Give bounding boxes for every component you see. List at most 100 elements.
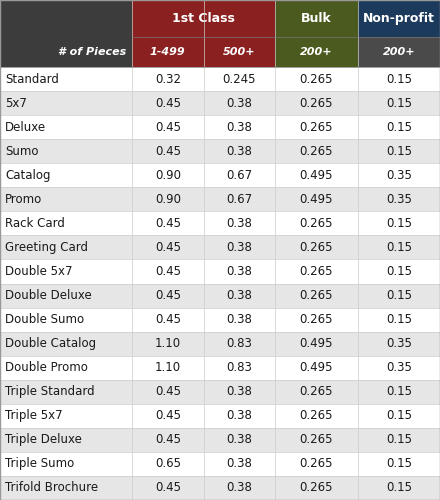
Bar	[203, 37, 275, 67]
Text: 0.32: 0.32	[155, 72, 181, 86]
Bar	[132, 236, 203, 260]
Text: 0.35: 0.35	[386, 193, 412, 206]
Text: 0.83: 0.83	[226, 361, 252, 374]
Text: 0.38: 0.38	[226, 144, 252, 158]
Text: 0.495: 0.495	[300, 361, 333, 374]
Bar	[275, 260, 358, 283]
Bar	[358, 236, 440, 260]
Text: 0.265: 0.265	[300, 410, 333, 422]
Bar	[0, 308, 132, 332]
Text: # of Pieces: # of Pieces	[59, 47, 127, 57]
Bar	[0, 188, 132, 212]
Bar	[358, 163, 440, 188]
Bar	[358, 139, 440, 163]
Bar	[0, 139, 132, 163]
Bar	[132, 428, 203, 452]
Bar	[0, 404, 132, 428]
Text: Triple 5x7: Triple 5x7	[5, 410, 63, 422]
Bar	[203, 91, 275, 115]
Text: 0.90: 0.90	[155, 168, 181, 181]
Text: 0.265: 0.265	[300, 482, 333, 494]
Bar	[132, 0, 275, 37]
Text: 0.38: 0.38	[226, 385, 252, 398]
Text: 0.495: 0.495	[300, 193, 333, 206]
Bar	[203, 260, 275, 283]
Bar	[132, 115, 203, 139]
Text: Rack Card: Rack Card	[5, 217, 65, 230]
Bar	[358, 308, 440, 332]
Text: Catalog: Catalog	[5, 168, 51, 181]
Text: 0.15: 0.15	[386, 241, 412, 254]
Bar	[132, 332, 203, 355]
Bar	[358, 67, 440, 91]
Text: 0.38: 0.38	[226, 482, 252, 494]
Text: 0.265: 0.265	[300, 217, 333, 230]
Text: 0.35: 0.35	[386, 361, 412, 374]
Bar	[275, 404, 358, 428]
Text: 0.265: 0.265	[300, 144, 333, 158]
Bar	[203, 67, 275, 91]
Text: 0.265: 0.265	[300, 385, 333, 398]
Text: 0.495: 0.495	[300, 168, 333, 181]
Text: 500+: 500+	[223, 47, 256, 57]
Text: 0.45: 0.45	[155, 434, 181, 446]
Text: Standard: Standard	[5, 72, 59, 86]
Bar	[132, 37, 203, 67]
Bar	[275, 212, 358, 236]
Text: 0.38: 0.38	[226, 458, 252, 470]
Bar	[203, 284, 275, 308]
Bar	[0, 236, 132, 260]
Bar	[132, 163, 203, 188]
Bar	[358, 37, 440, 67]
Bar	[0, 260, 132, 283]
Bar	[0, 115, 132, 139]
Bar	[0, 284, 132, 308]
Text: Non-profit: Non-profit	[363, 12, 435, 25]
Bar	[203, 404, 275, 428]
Text: 1-499: 1-499	[150, 47, 186, 57]
Text: 0.45: 0.45	[155, 289, 181, 302]
Bar	[358, 91, 440, 115]
Text: 0.265: 0.265	[300, 289, 333, 302]
Bar	[132, 139, 203, 163]
Bar	[275, 332, 358, 355]
Bar	[0, 332, 132, 355]
Text: 1st Class: 1st Class	[172, 12, 235, 25]
Bar	[358, 428, 440, 452]
Text: 0.265: 0.265	[300, 313, 333, 326]
Bar	[203, 212, 275, 236]
Text: 0.38: 0.38	[226, 241, 252, 254]
Bar	[275, 284, 358, 308]
Text: 0.45: 0.45	[155, 217, 181, 230]
Text: 0.45: 0.45	[155, 265, 181, 278]
Text: Triple Sumo: Triple Sumo	[5, 458, 74, 470]
Bar	[358, 284, 440, 308]
Bar	[0, 163, 132, 188]
Text: 0.15: 0.15	[386, 217, 412, 230]
Text: 0.45: 0.45	[155, 313, 181, 326]
Bar	[0, 428, 132, 452]
Text: 1.10: 1.10	[155, 337, 181, 350]
Text: 5x7: 5x7	[5, 96, 27, 110]
Bar	[0, 380, 132, 404]
Text: 0.15: 0.15	[386, 120, 412, 134]
Bar	[132, 380, 203, 404]
Text: 0.83: 0.83	[226, 337, 252, 350]
Text: 0.265: 0.265	[300, 265, 333, 278]
Text: 200+: 200+	[382, 47, 415, 57]
Text: 0.65: 0.65	[155, 458, 181, 470]
Text: Triple Standard: Triple Standard	[5, 385, 95, 398]
Text: Double Sumo: Double Sumo	[5, 313, 84, 326]
Bar	[132, 260, 203, 283]
Bar	[275, 139, 358, 163]
Bar	[275, 452, 358, 476]
Bar	[132, 452, 203, 476]
Text: Triple Deluxe: Triple Deluxe	[5, 434, 82, 446]
Text: 0.45: 0.45	[155, 482, 181, 494]
Text: 0.15: 0.15	[386, 96, 412, 110]
Text: Sumo: Sumo	[5, 144, 39, 158]
Text: 0.38: 0.38	[226, 96, 252, 110]
Bar	[132, 284, 203, 308]
Text: 0.45: 0.45	[155, 410, 181, 422]
Bar	[275, 67, 358, 91]
